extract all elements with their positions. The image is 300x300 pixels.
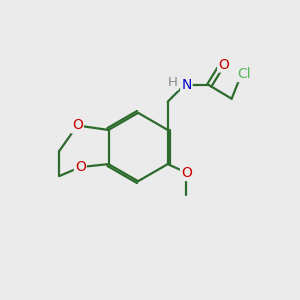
- Text: O: O: [72, 118, 83, 133]
- Text: O: O: [181, 166, 192, 180]
- Text: Cl: Cl: [237, 67, 251, 81]
- Text: H: H: [168, 76, 178, 89]
- Text: O: O: [218, 58, 229, 71]
- Text: N: N: [181, 78, 192, 92]
- Text: O: O: [75, 160, 86, 174]
